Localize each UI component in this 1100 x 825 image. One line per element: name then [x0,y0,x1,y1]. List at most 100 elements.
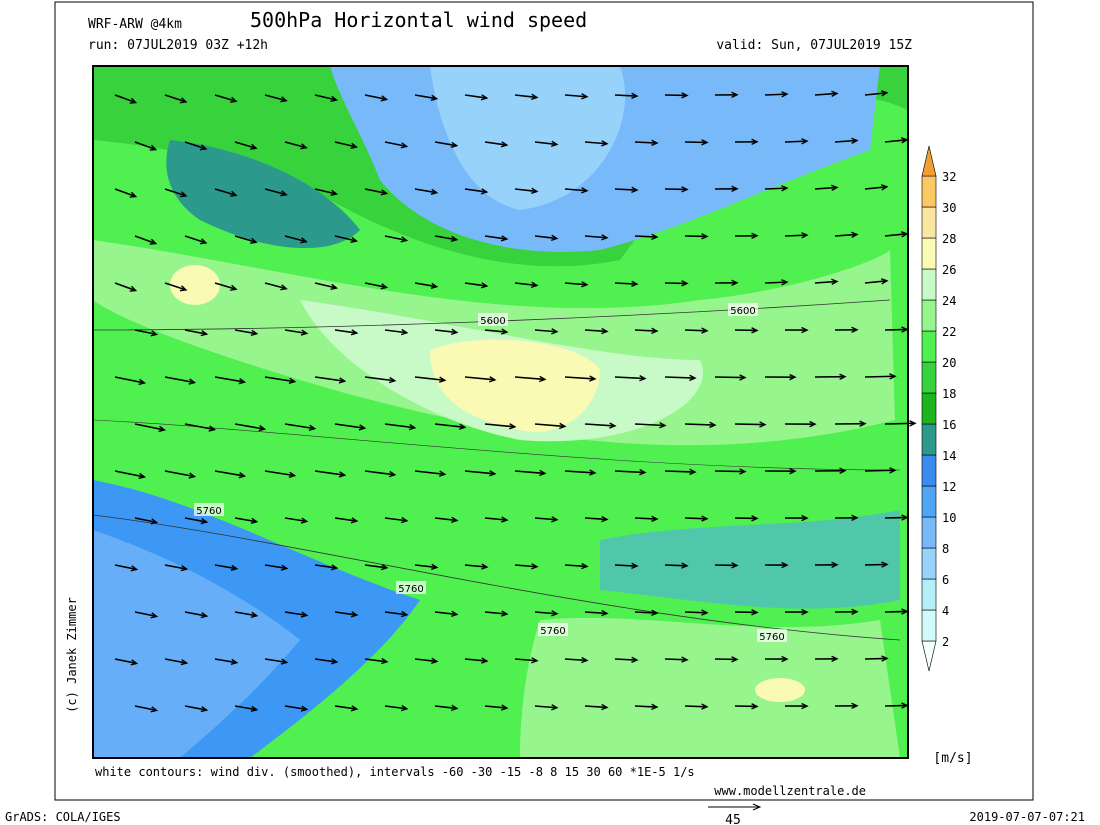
wind-arrow-head [530,281,539,289]
wind-arrow [864,375,896,378]
wind-arrow-head [851,137,859,145]
wind-arrow [434,705,457,710]
wind-arrow-head [350,236,359,243]
wind-arrow-head [901,137,909,144]
wind-arrow-head [751,609,759,616]
wind-arrow-head [751,327,759,334]
wind-arrow [364,376,395,382]
wind-arrow-head [450,235,459,243]
wind-arrow-head [701,327,709,334]
wind-arrow-head [150,612,159,619]
wind-arrow [584,141,607,145]
wind-arrow-head [149,144,158,151]
wind-arrow-head [350,329,359,336]
wind-arrow-head [508,423,517,430]
wind-arrow-head [280,284,288,291]
vector-scale-label: 45 [725,813,741,825]
wind-arrow [364,94,387,101]
wind-arrow [134,517,157,524]
wind-arrow [214,564,237,570]
wind-arrow-head [199,238,208,245]
wind-arrow-head [288,471,297,478]
wind-arrow-head [129,285,138,292]
wind-arrow-head [781,91,789,98]
colorbar-bin [921,547,937,580]
wind-arrow-head [831,184,839,192]
wind-arrow-head [308,424,317,431]
wind-arrow-head [488,376,497,383]
wind-arrow [384,517,407,522]
wind-arrow [464,564,487,568]
wind-arrow-head [230,658,239,666]
wind-arrow-head [180,564,189,572]
wind-arrow-head [781,279,789,286]
wind-arrow [334,423,365,429]
wind-arrow-head [851,514,859,522]
wind-arrow-head [300,329,309,336]
wind-arrow [164,376,195,384]
wind-arrow [684,329,708,332]
wind-arrow-head [839,373,847,380]
colorbar-bin [921,392,937,425]
wind-arrow-head [881,561,889,568]
wind-arrow [234,329,257,335]
footer-note: white contours: wind div. (smoothed), in… [95,765,695,779]
wind-arrow-head [150,706,159,713]
wind-arrow-head [581,562,589,570]
wind-arrow-head [751,703,759,710]
wind-arrow-head [330,283,339,290]
wind-arrow-head [129,97,138,104]
wind-arrow-head [739,374,747,381]
wind-arrow [634,141,658,144]
wind-arrow-head [199,144,208,151]
wind-arrow-head [801,608,809,616]
wind-arrow-head [400,236,409,243]
wind-arrow-head [250,611,259,619]
wind-arrow-head [130,565,139,572]
wind-arrow [184,517,207,523]
colorbar-tick-label: 2 [942,635,949,649]
wind-arrow-head [851,326,859,334]
wind-arrow [264,658,287,664]
wind-arrow-head [651,515,659,523]
wind-arrow-head [200,517,209,525]
wind-arrow [264,282,287,290]
wind-arrow [134,235,156,245]
wind-arrow [614,94,638,97]
wind-arrow-head [150,518,159,525]
colorbar-tick-label: 30 [942,201,956,215]
wind-arrow [214,658,237,664]
colorbar-bin [921,454,937,487]
wind-arrow-head [531,657,539,664]
wind-arrow-head [388,470,397,478]
wind-arrow-head [500,235,509,242]
contour-label-box [194,503,224,516]
wind-arrow-head [839,467,847,474]
wind-arrow-head [551,704,559,711]
wind-arrow [634,705,658,708]
wind-arrow-head [609,422,617,429]
wind-arrow-head [751,138,759,146]
wind-arrow [414,94,437,100]
field-band [166,140,360,249]
wind-arrow [364,188,387,195]
wind-arrow-head [250,329,259,337]
wind-arrow-head [889,467,897,474]
wind-arrow-head [230,190,238,197]
wind-arrow [184,235,207,244]
wind-arrow-head [530,187,539,195]
wind-arrow-head [601,609,609,617]
wind-arrow [684,517,708,520]
wind-arrow-head [400,610,409,618]
wind-arrow [364,564,387,569]
wind-arrow-head [701,233,709,240]
wind-arrow [314,658,337,663]
wind-arrow [534,423,565,428]
wind-arrow-head [350,611,359,618]
credit: (c) Janek Zimmer [65,597,79,713]
wind-arrow [834,233,858,237]
colorbar-bin [921,268,937,301]
wind-arrow [564,282,587,286]
wind-arrow-head [250,143,258,150]
wind-arrow-head [358,424,367,431]
